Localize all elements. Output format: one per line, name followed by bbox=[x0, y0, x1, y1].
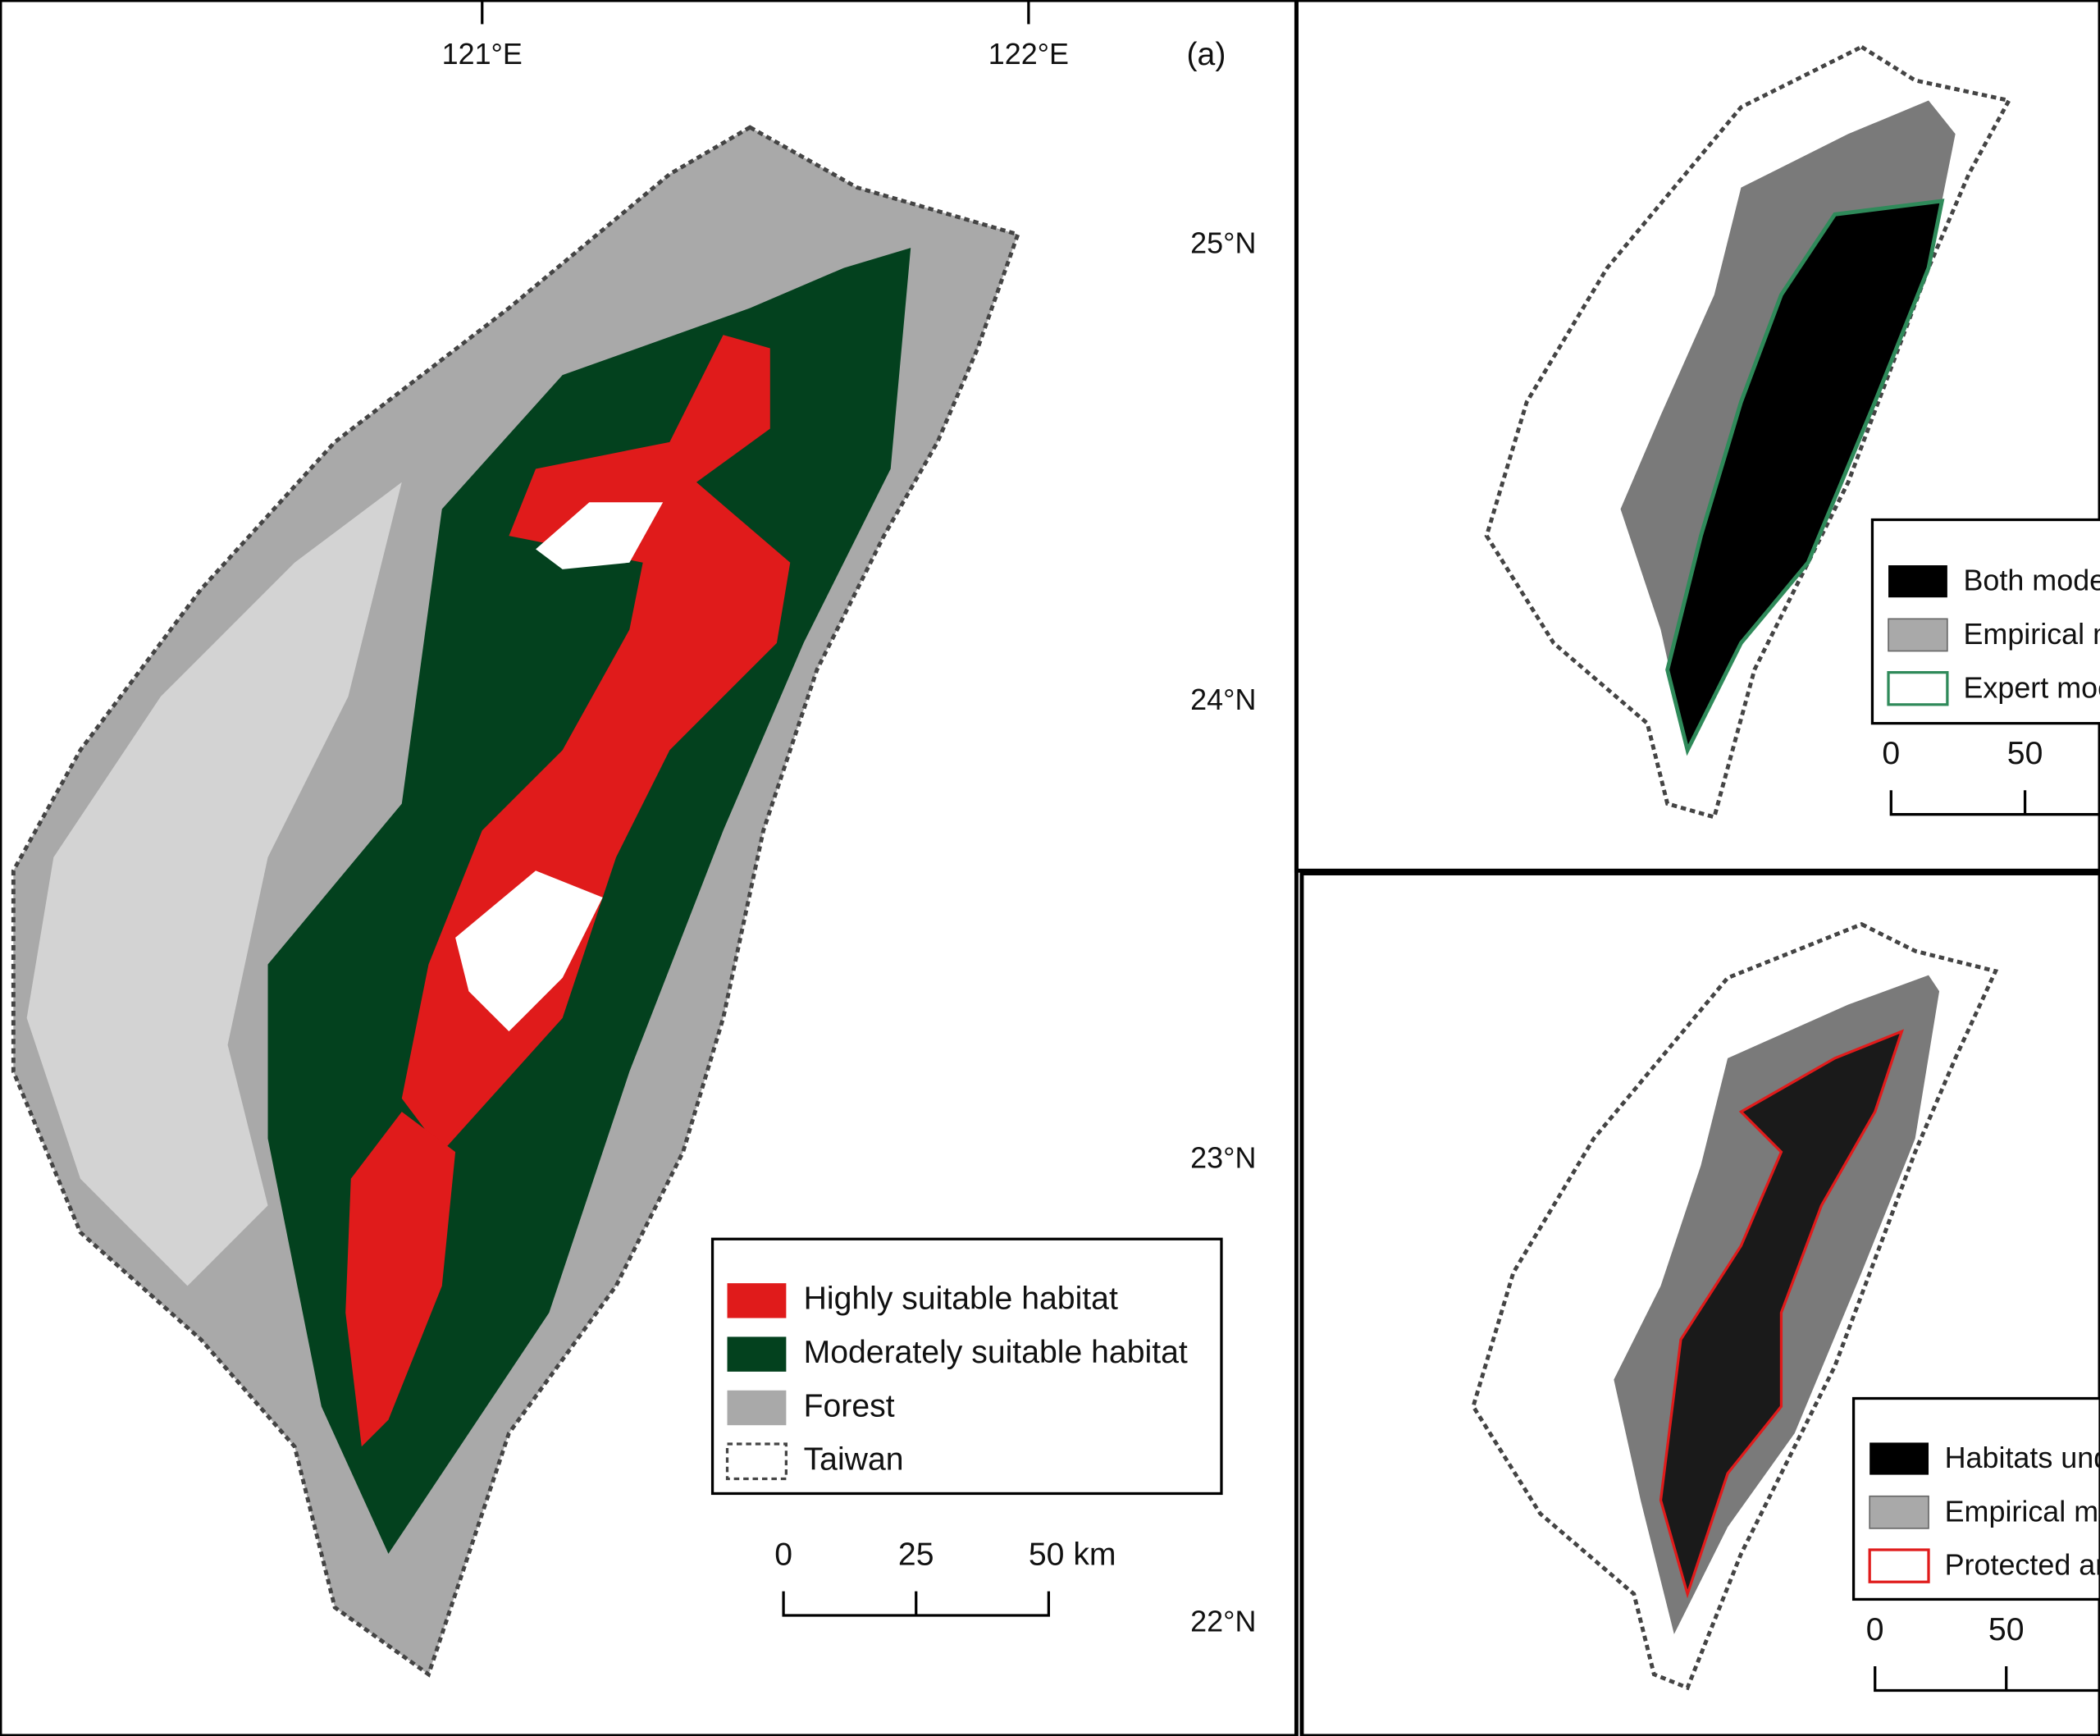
taiwan-outline bbox=[1484, 44, 2012, 820]
legend-swatch bbox=[1868, 1548, 1930, 1583]
legend-label: Empirical mo bbox=[1945, 1494, 2100, 1528]
alpine bbox=[455, 870, 603, 1032]
latitude-label: 25°N bbox=[1190, 226, 1256, 259]
legend-label: Taiwan bbox=[804, 1442, 904, 1478]
scale-label: 25 bbox=[898, 1537, 934, 1573]
top-right-map: Both mode Empirical m Expert moc 0 50 bbox=[1484, 44, 2100, 820]
legend-swatch bbox=[727, 1390, 787, 1426]
scale-bar bbox=[782, 1591, 1050, 1617]
legend-swatch bbox=[1888, 565, 1947, 598]
scale-label: 50 bbox=[1988, 1612, 2025, 1647]
scale-bar bbox=[1874, 1666, 2100, 1693]
latitude-label: 22°N bbox=[1190, 1604, 1256, 1638]
scale-bar bbox=[1889, 790, 2100, 816]
main-legend: Highly suitable habitat Moderately suita… bbox=[710, 1237, 1223, 1496]
scale-label: 50 bbox=[2007, 736, 2043, 771]
alpine bbox=[536, 502, 664, 569]
legend-label: Both mode bbox=[1963, 564, 2100, 597]
legend-label: Expert moc bbox=[1963, 670, 2100, 704]
legend-label: Habitats und bbox=[1945, 1441, 2100, 1474]
main-scale-bar: 0 25 50 km bbox=[774, 1537, 1116, 1617]
legend-swatch bbox=[1887, 671, 1949, 706]
legend-label: Empirical m bbox=[1963, 617, 2100, 651]
legend-label: Forest bbox=[804, 1388, 895, 1423]
latitude-label: 24°N bbox=[1190, 683, 1256, 716]
legend-swatch bbox=[727, 1336, 787, 1372]
scale-label: 0 bbox=[774, 1537, 792, 1573]
bottom-right-map: Habitats und Empirical mo Protected are … bbox=[1471, 921, 2100, 1693]
panel-label: (a) bbox=[1187, 37, 1226, 72]
scale-label: 50 km bbox=[1029, 1537, 1116, 1573]
legend-swatch bbox=[725, 1442, 788, 1481]
both-models bbox=[1665, 199, 1945, 756]
scale-label: 0 bbox=[1882, 736, 1900, 771]
legend-label: Protected are bbox=[1945, 1548, 2100, 1582]
latitude-label: 23°N bbox=[1190, 1140, 1256, 1174]
longitude-label: 121°E bbox=[442, 37, 523, 71]
protected-habitat bbox=[1659, 1029, 1905, 1599]
top-right-frame bbox=[1294, 0, 2100, 873]
taiwan-outline bbox=[1471, 921, 1999, 1691]
legend-box bbox=[710, 1237, 1223, 1496]
legend-label: Highly suitable habitat bbox=[804, 1281, 1118, 1317]
main-map bbox=[11, 125, 1020, 1678]
scale-label: 0 bbox=[1866, 1612, 1884, 1647]
legend-swatch bbox=[727, 1283, 787, 1318]
lowland bbox=[26, 482, 402, 1286]
legend-label: Moderately suitable habitat bbox=[804, 1335, 1188, 1370]
legend-swatch bbox=[1888, 618, 1948, 652]
high-habitat-south bbox=[345, 1112, 456, 1447]
legend-swatch bbox=[1869, 1442, 1929, 1475]
longitude-label: 122°E bbox=[988, 37, 1069, 71]
legend-swatch bbox=[1869, 1495, 1929, 1529]
